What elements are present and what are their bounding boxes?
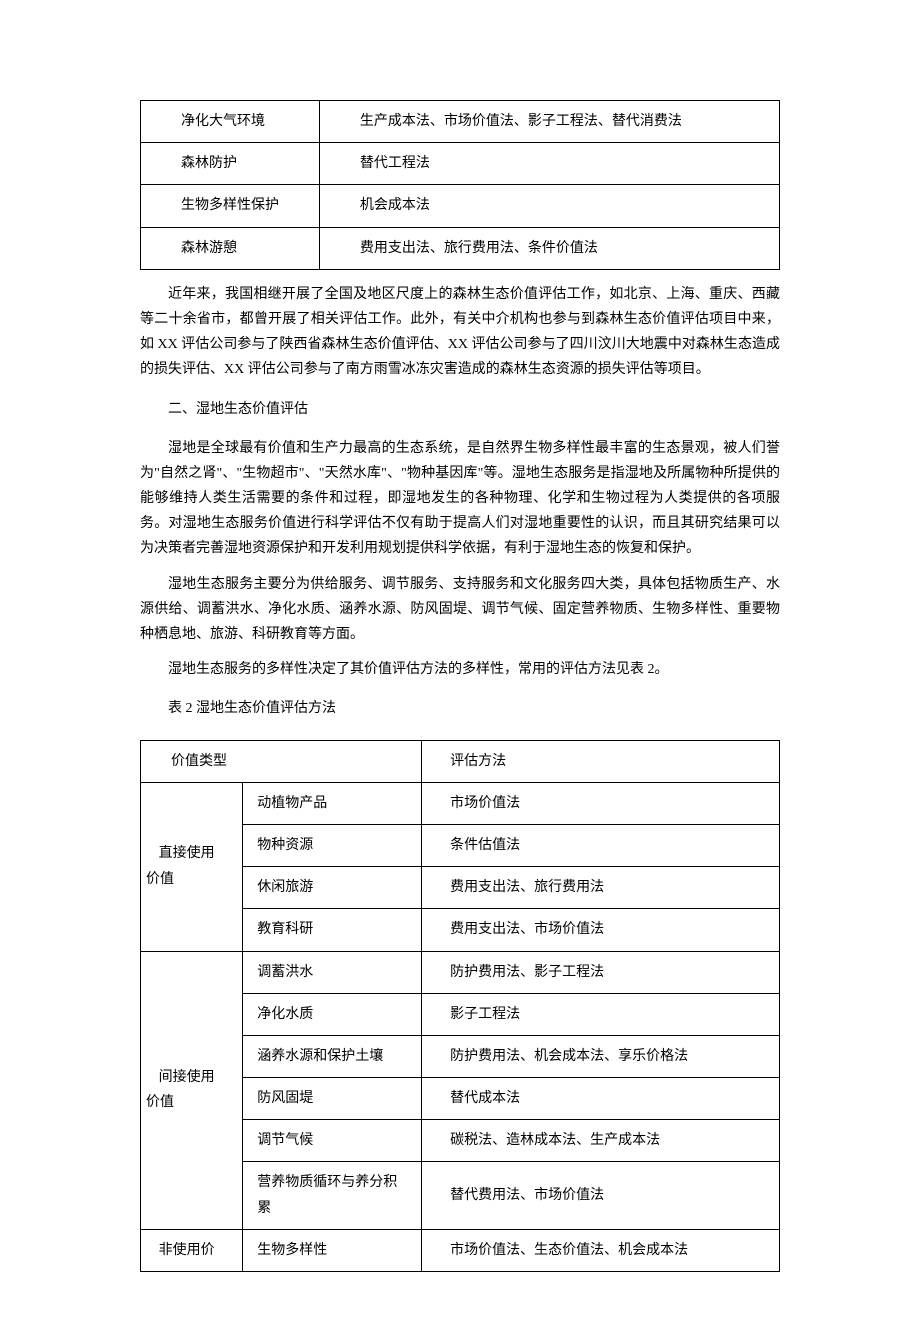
wetland-value-table: 价值类型 评估方法 直接使用 价值 动植物产品 市场价值法 物种资源 条件估值法… (140, 740, 780, 1272)
cell-label: 森林防护 (141, 143, 320, 185)
table-row: 间接使用 价值 调蓄洪水 防护费用法、影子工程法 (141, 951, 780, 993)
cell-label: 森林游憩 (141, 227, 320, 269)
paragraph-4: 湿地生态服务的多样性决定了其价值评估方法的多样性，常用的评估方法见表 2。 (140, 657, 780, 682)
sub-cell: 涵养水源和保护土壤 (243, 1035, 422, 1077)
method-cell: 防护费用法、影子工程法 (422, 951, 780, 993)
section-title: 二、湿地生态价值评估 (140, 397, 780, 422)
method-cell: 费用支出法、市场价值法 (422, 909, 780, 951)
header-value-type: 价值类型 (141, 740, 422, 782)
category-cell: 非使用价 (141, 1229, 243, 1271)
table2-header-row: 价值类型 评估方法 (141, 740, 780, 782)
sub-cell: 净化水质 (243, 993, 422, 1035)
sub-cell: 营养物质循环与养分积累 (243, 1162, 422, 1229)
sub-cell: 物种资源 (243, 824, 422, 866)
forest-value-table: 净化大气环境 生产成本法、市场价值法、影子工程法、替代消费法 森林防护 替代工程… (140, 100, 780, 270)
category-cell: 直接使用 价值 (141, 782, 243, 951)
table-row: 生物多样性保护 机会成本法 (141, 185, 780, 227)
cell-label: 净化大气环境 (141, 101, 320, 143)
table1-body: 净化大气环境 生产成本法、市场价值法、影子工程法、替代消费法 森林防护 替代工程… (141, 101, 780, 270)
method-cell: 费用支出法、旅行费用法 (422, 867, 780, 909)
category-label-line1: 间接使用 (141, 1065, 232, 1090)
cell-methods: 替代工程法 (319, 143, 779, 185)
category-label-line1: 直接使用 (141, 841, 232, 866)
paragraph-2: 湿地是全球最有价值和生产力最高的生态系统，是自然界生物多样性最丰富的生态景观，被… (140, 436, 780, 562)
table2-caption: 表 2 湿地生态价值评估方法 (140, 696, 780, 721)
sub-cell: 调节气候 (243, 1120, 422, 1162)
method-cell: 防护费用法、机会成本法、享乐价格法 (422, 1035, 780, 1077)
method-cell: 碳税法、造林成本法、生产成本法 (422, 1120, 780, 1162)
sub-cell: 调蓄洪水 (243, 951, 422, 993)
category-label-line1: 非使用价 (141, 1238, 232, 1263)
method-cell: 影子工程法 (422, 993, 780, 1035)
sub-cell: 防风固堤 (243, 1078, 422, 1120)
method-cell: 替代成本法 (422, 1078, 780, 1120)
method-cell: 市场价值法 (422, 782, 780, 824)
sub-cell: 动植物产品 (243, 782, 422, 824)
table2-body: 价值类型 评估方法 直接使用 价值 动植物产品 市场价值法 物种资源 条件估值法… (141, 740, 780, 1271)
method-cell: 替代费用法、市场价值法 (422, 1162, 780, 1229)
category-cell: 间接使用 价值 (141, 951, 243, 1229)
cell-methods: 生产成本法、市场价值法、影子工程法、替代消费法 (319, 101, 779, 143)
cell-methods: 机会成本法 (319, 185, 779, 227)
table-row: 森林游憩 费用支出法、旅行费用法、条件价值法 (141, 227, 780, 269)
table-row: 直接使用 价值 动植物产品 市场价值法 (141, 782, 780, 824)
sub-cell: 生物多样性 (243, 1229, 422, 1271)
category-label-line2: 价值 (141, 867, 232, 892)
method-cell: 条件估值法 (422, 824, 780, 866)
category-label-line2: 价值 (141, 1090, 232, 1115)
sub-cell: 休闲旅游 (243, 867, 422, 909)
cell-methods: 费用支出法、旅行费用法、条件价值法 (319, 227, 779, 269)
header-method: 评估方法 (422, 740, 780, 782)
cell-label: 生物多样性保护 (141, 185, 320, 227)
sub-cell: 教育科研 (243, 909, 422, 951)
table-row: 净化大气环境 生产成本法、市场价值法、影子工程法、替代消费法 (141, 101, 780, 143)
table-row: 非使用价 生物多样性 市场价值法、生态价值法、机会成本法 (141, 1229, 780, 1271)
paragraph-3: 湿地生态服务主要分为供给服务、调节服务、支持服务和文化服务四大类，具体包括物质生… (140, 572, 780, 648)
paragraph-1: 近年来，我国相继开展了全国及地区尺度上的森林生态价值评估工作，如北京、上海、重庆… (140, 282, 780, 383)
method-cell: 市场价值法、生态价值法、机会成本法 (422, 1229, 780, 1271)
table-row: 森林防护 替代工程法 (141, 143, 780, 185)
